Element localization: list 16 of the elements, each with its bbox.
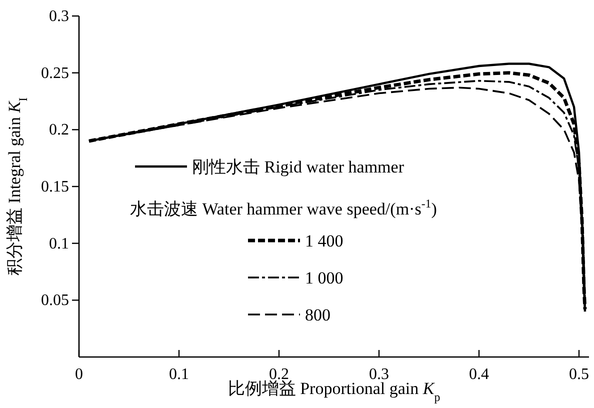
legend-title: 水击波速 Water hammer wave speed/(m·s$^{-1}$) (130, 196, 437, 218)
x-tick-label: 0.4 (469, 366, 489, 383)
y-tick-label: 0.2 (49, 122, 69, 139)
legend-label: 800 (305, 306, 330, 324)
x-tick-label: 0 (75, 366, 83, 383)
x-tick-label: 0.1 (169, 366, 189, 383)
x-tick-label: 0.3 (369, 366, 389, 383)
x-tick-label: 0.5 (569, 366, 589, 383)
y-tick-label: 0.1 (49, 235, 69, 252)
y-tick-label: 0.25 (41, 64, 69, 82)
y-tick-label: 0.3 (49, 8, 69, 25)
y-tick-label: 0.05 (41, 292, 69, 310)
legend-label: 刚性水击 Rigid water hammer (192, 158, 404, 176)
y-tick-label: 0.15 (41, 178, 69, 196)
legend-label: 1 000 (305, 268, 344, 288)
legend-label: 1 400 (305, 232, 344, 250)
